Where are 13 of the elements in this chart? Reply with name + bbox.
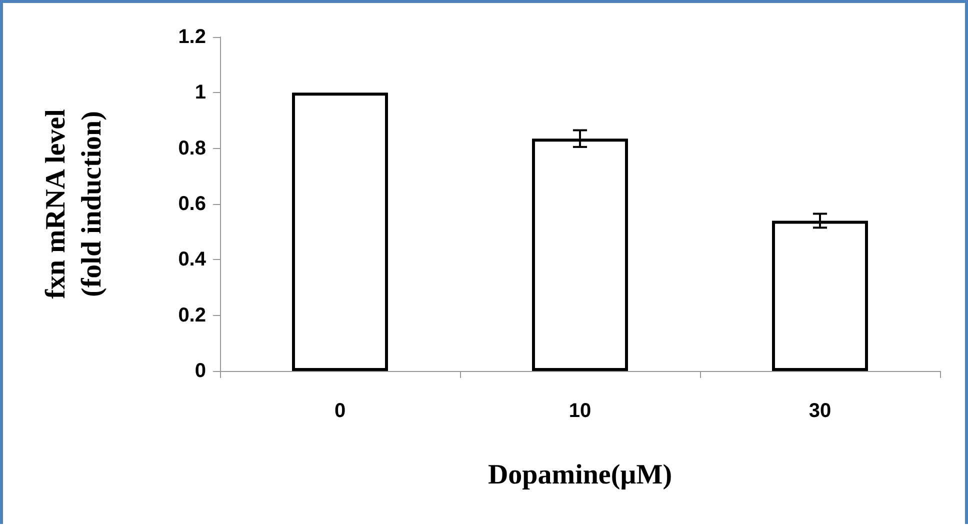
x-axis-title: Dopamine(µM) — [488, 460, 672, 490]
x-tick-label: 30 — [808, 400, 832, 422]
y-tick-label: 0.6 — [178, 193, 206, 215]
y-tick-label: 1.2 — [178, 26, 206, 48]
y-tick-label: 0.8 — [178, 137, 206, 160]
y-tick-label: 1 — [194, 82, 206, 104]
bar — [292, 92, 388, 371]
y-tick-label: 0 — [194, 360, 206, 382]
x-tick-label: 0 — [334, 400, 346, 422]
y-tick-label: 0.2 — [178, 304, 206, 326]
y-axis-title: fxn mRNA level (fold induction) — [40, 108, 108, 299]
x-tick-label: 10 — [568, 400, 592, 422]
y-tick-label: 0.4 — [178, 248, 207, 271]
